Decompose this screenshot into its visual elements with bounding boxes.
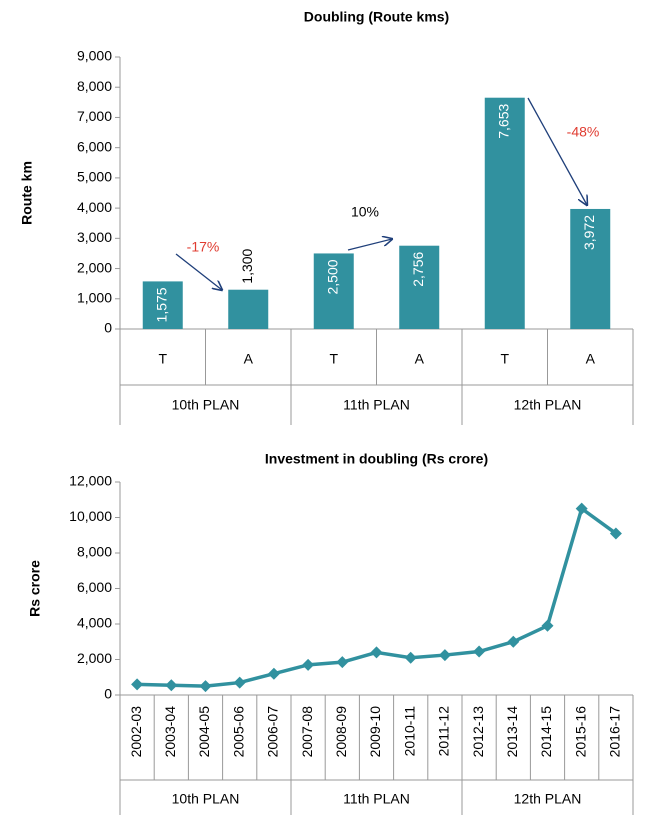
arrows bbox=[175, 97, 587, 290]
y-tick-label: 8,000 bbox=[77, 544, 112, 560]
x-tick-label: A bbox=[244, 351, 254, 367]
y-axis-title: Rs crore bbox=[27, 560, 43, 617]
marker bbox=[165, 679, 178, 692]
x-tick-label: A bbox=[586, 351, 596, 367]
x-tick-label: 2015-16 bbox=[572, 706, 588, 758]
marker bbox=[541, 619, 554, 632]
data-label: 3,972 bbox=[581, 215, 597, 250]
marker bbox=[507, 635, 520, 648]
data-label: 1,575 bbox=[153, 287, 169, 322]
x-tick-label: 2013-14 bbox=[504, 706, 520, 758]
group-label: 11th PLAN bbox=[343, 397, 410, 413]
y-tick-label: 5,000 bbox=[77, 169, 112, 185]
annotation: -17% bbox=[187, 239, 220, 255]
y-axis-title: Route km bbox=[19, 161, 35, 225]
marker bbox=[575, 502, 588, 515]
x-tick-label: 2008-09 bbox=[333, 706, 349, 758]
group-label: 10th PLAN bbox=[172, 791, 240, 807]
marker bbox=[233, 676, 246, 689]
x-tick-label: 2005-06 bbox=[230, 706, 246, 758]
x-tick-label: 2009-10 bbox=[367, 706, 383, 758]
data-label: 7,653 bbox=[495, 104, 511, 139]
x-tick-label: A bbox=[415, 351, 425, 367]
x-tick-label: 2011-12 bbox=[436, 706, 452, 757]
y-tick-label: 2,000 bbox=[77, 259, 112, 275]
marker bbox=[199, 680, 212, 693]
y-tick-label: 0 bbox=[104, 320, 112, 336]
y-tick-label: 6,000 bbox=[77, 138, 112, 154]
x-tick-label: 2016-17 bbox=[607, 706, 623, 758]
marker bbox=[336, 656, 349, 669]
x-tick-label: 2006-07 bbox=[265, 706, 281, 758]
x-tick-label: 2010-11 bbox=[401, 706, 417, 757]
line-series bbox=[137, 505, 617, 688]
annotation: 10% bbox=[351, 204, 379, 220]
y-tick-label: 1,000 bbox=[77, 289, 112, 305]
y-tick-label: 2,000 bbox=[77, 650, 112, 666]
x-tick-label: T bbox=[158, 351, 167, 367]
y-tick-label: 4,000 bbox=[77, 615, 112, 631]
x-tick-label: 2002-03 bbox=[128, 706, 144, 758]
x-tick-label: 2003-04 bbox=[162, 706, 178, 758]
group-label: 11th PLAN bbox=[343, 791, 410, 807]
marker bbox=[131, 678, 144, 691]
x-tick-label: 2007-08 bbox=[299, 706, 315, 758]
chart-title: Doubling (Route kms) bbox=[304, 9, 449, 25]
arrow bbox=[175, 253, 222, 290]
y-tick-label: 6,000 bbox=[77, 579, 112, 595]
marker bbox=[609, 527, 622, 540]
chart-title: Investment in doubling (Rs crore) bbox=[265, 451, 488, 467]
marker bbox=[473, 645, 486, 658]
bar bbox=[570, 208, 611, 329]
y-tick-label: 0 bbox=[104, 686, 112, 702]
marker bbox=[438, 649, 451, 662]
group-label: 12th PLAN bbox=[514, 397, 582, 413]
group-label: 12th PLAN bbox=[514, 791, 582, 807]
data-label: 1,300 bbox=[239, 248, 255, 283]
x-tick-label: T bbox=[500, 351, 509, 367]
group-label: 10th PLAN bbox=[172, 397, 240, 413]
y-tick-label: 4,000 bbox=[77, 199, 112, 215]
bar bbox=[228, 289, 269, 329]
data-label: 2,500 bbox=[324, 259, 340, 294]
bar bbox=[142, 281, 183, 329]
arrow bbox=[347, 239, 392, 251]
x-tick-label: T bbox=[329, 351, 338, 367]
marker bbox=[370, 646, 383, 659]
x-tick-label: 2012-13 bbox=[470, 706, 486, 758]
bar bbox=[399, 245, 440, 329]
marker bbox=[404, 651, 417, 664]
y-tick-label: 3,000 bbox=[77, 229, 112, 245]
annotation: -48% bbox=[567, 124, 600, 140]
arrow bbox=[527, 97, 587, 205]
data-label: 2,756 bbox=[410, 252, 426, 287]
x-tick-label: 2014-15 bbox=[538, 706, 554, 758]
marker bbox=[302, 658, 315, 671]
marker bbox=[267, 667, 280, 680]
y-tick-label: 8,000 bbox=[77, 78, 112, 94]
y-tick-label: 12,000 bbox=[69, 473, 112, 489]
y-tick-label: 10,000 bbox=[69, 508, 112, 524]
y-tick-label: 9,000 bbox=[77, 48, 112, 64]
y-tick-label: 7,000 bbox=[77, 108, 112, 124]
x-tick-label: 2004-05 bbox=[196, 706, 212, 758]
bar bbox=[313, 253, 354, 329]
bar bbox=[484, 97, 525, 329]
